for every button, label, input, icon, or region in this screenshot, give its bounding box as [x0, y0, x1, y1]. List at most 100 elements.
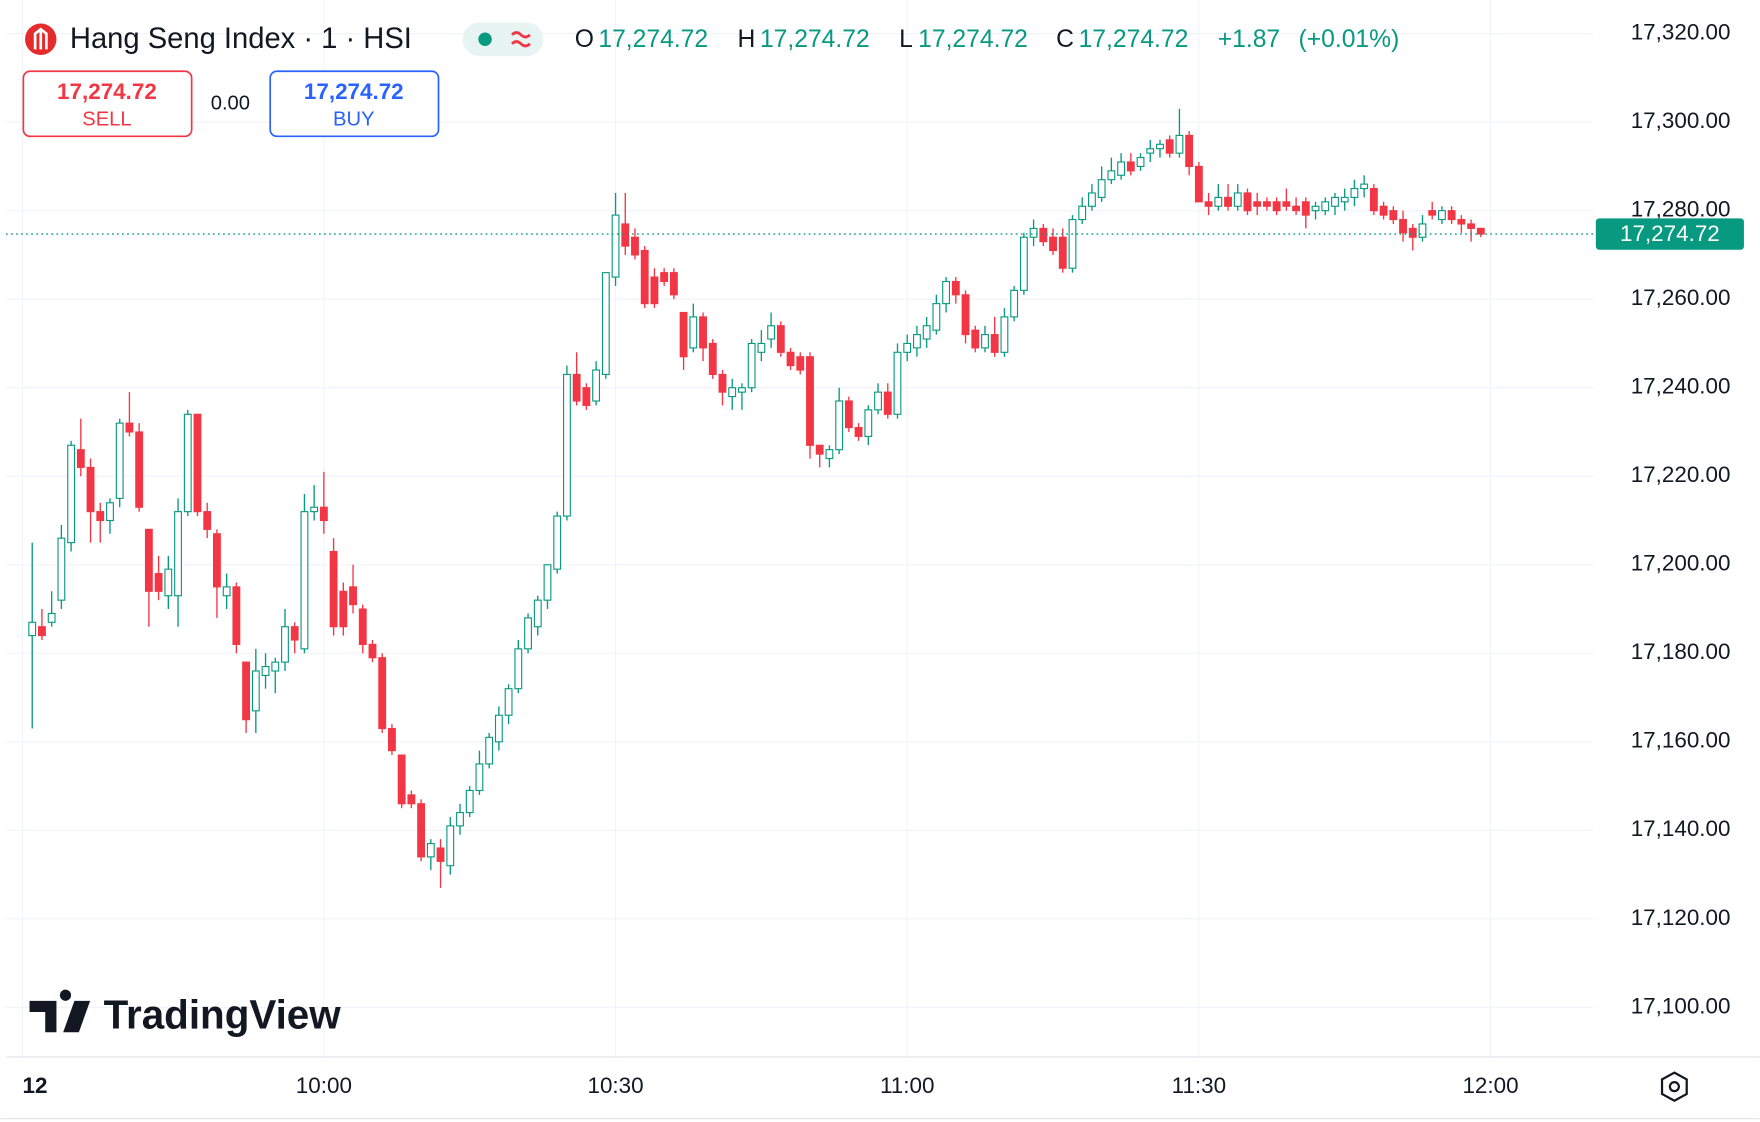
candle-body	[679, 311, 688, 358]
candle-body	[1165, 139, 1174, 154]
candle-body	[1263, 201, 1271, 207]
candle-body	[485, 736, 494, 765]
watermark-logo	[29, 989, 91, 1033]
candle-body	[261, 665, 270, 676]
buy-button[interactable]	[269, 70, 440, 138]
candle-body	[1340, 196, 1349, 203]
candle-body	[1408, 227, 1417, 238]
x-tick-label: 11:30	[1172, 1073, 1226, 1098]
market-status-pill[interactable]	[462, 22, 544, 57]
candle-body	[981, 334, 989, 349]
candle-body	[1350, 187, 1359, 198]
candle-body	[339, 590, 348, 628]
legend-low-letter: L	[899, 26, 913, 53]
candle-body	[475, 763, 484, 792]
candle-body	[1117, 161, 1126, 176]
candle-body	[572, 373, 581, 402]
candle-body	[271, 661, 280, 672]
candle-body	[407, 794, 416, 805]
candle-body	[1467, 223, 1476, 229]
last-price-label: 17,274.72	[1620, 221, 1720, 246]
legend-low: 17,274.72	[918, 26, 1028, 53]
sell-button[interactable]	[22, 70, 193, 138]
buy-price: 17,274.72	[304, 79, 404, 104]
candle-body	[465, 789, 474, 814]
candle-body	[640, 249, 649, 305]
y-tick-label: 17,220.00	[1631, 462, 1731, 487]
candle-body	[504, 688, 513, 716]
legend-close: 17,274.72	[1079, 26, 1189, 53]
last-price-tag	[1595, 218, 1744, 250]
x-tick-label: 12:00	[1462, 1073, 1518, 1098]
candle-body	[310, 506, 319, 513]
candle-body	[57, 537, 66, 601]
candle-body	[251, 670, 260, 712]
candle-body	[222, 586, 231, 597]
sell-label: SELL	[82, 108, 131, 130]
candle-body	[883, 391, 892, 415]
candle-body	[300, 511, 309, 650]
candle-body	[397, 754, 406, 805]
market-status-dot	[478, 32, 492, 47]
sell-price: 17,274.72	[57, 79, 157, 104]
candle-body	[1292, 205, 1301, 212]
candle-body	[38, 626, 46, 637]
candle-body	[47, 612, 56, 623]
candle-body	[193, 413, 202, 513]
candle-body	[1019, 236, 1028, 291]
candle-body	[728, 387, 737, 398]
candle-body	[669, 272, 678, 296]
candle-body	[1214, 196, 1223, 207]
candle-body	[854, 426, 863, 437]
candle-body	[708, 342, 717, 375]
candle-body	[1185, 134, 1194, 167]
candle-body	[1194, 165, 1203, 203]
candle-body	[621, 223, 630, 247]
settings-icon[interactable]	[1660, 1071, 1688, 1102]
candle-body	[242, 661, 251, 721]
candle-body	[689, 316, 698, 349]
y-tick-label: 17,260.00	[1631, 285, 1731, 310]
candle-body	[815, 444, 824, 455]
candle-body	[757, 342, 766, 353]
candle-body	[942, 280, 951, 305]
candle-body	[611, 214, 620, 278]
candle-body	[1029, 227, 1038, 238]
y-tick-label: 17,240.00	[1631, 374, 1731, 399]
candle-body	[358, 608, 367, 645]
candle-body	[786, 351, 795, 367]
candle-body	[290, 626, 299, 641]
candle-body	[1418, 223, 1427, 238]
candle-body	[494, 714, 503, 743]
candle-body	[699, 316, 707, 349]
candle-body	[1243, 192, 1252, 212]
candle-body	[106, 502, 114, 522]
candle-body	[281, 626, 289, 663]
candle-body	[951, 280, 960, 296]
candles	[28, 108, 1485, 888]
x-tick-label: 11:00	[880, 1073, 934, 1098]
candle-body	[144, 528, 153, 592]
candle-body	[1088, 192, 1096, 207]
candle-body	[913, 334, 921, 349]
y-tick-label: 17,100.00	[1631, 993, 1731, 1018]
delay-icon	[511, 31, 531, 48]
candle-body	[28, 621, 37, 637]
candle-body	[844, 400, 853, 429]
symbol-logo-mark	[33, 27, 48, 50]
candle-body	[1049, 236, 1057, 252]
candle-body	[1000, 316, 1009, 353]
candle-body	[1058, 236, 1067, 269]
candle-body	[417, 803, 426, 858]
candle-body	[456, 812, 464, 827]
candle-body	[660, 272, 669, 283]
legend-high: 17,274.72	[760, 26, 870, 53]
candle-body	[738, 387, 746, 393]
candle-body	[1399, 218, 1407, 234]
candle-body	[1253, 201, 1262, 207]
candle-body	[922, 325, 931, 340]
legend-change: +1.87	[1218, 26, 1280, 53]
candle-body	[203, 511, 212, 530]
